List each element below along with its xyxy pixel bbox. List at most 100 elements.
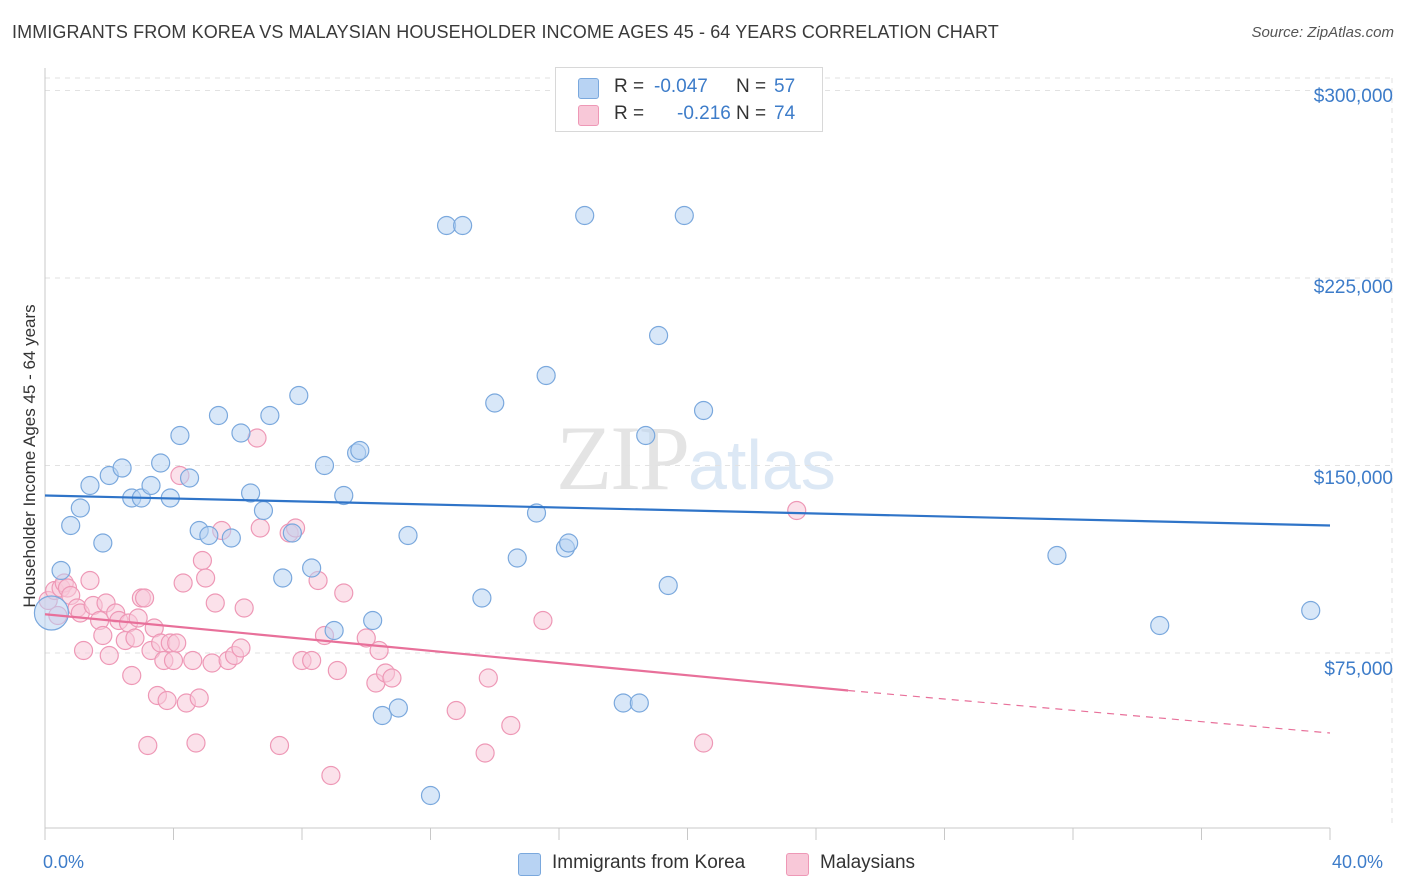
korea-point	[398, 525, 418, 546]
malaysian-point	[302, 650, 322, 671]
korea-point	[273, 568, 293, 588]
grid-lines	[45, 77, 1393, 828]
legend-n-label: N =	[736, 76, 767, 97]
source-label: Source: ZipAtlas.com	[1251, 24, 1394, 41]
korea-point	[648, 325, 669, 346]
legend-korea-r: -0.047	[654, 76, 708, 97]
korea-point	[388, 698, 408, 718]
malaysian-point	[157, 690, 177, 711]
malaysian-point	[173, 573, 193, 593]
malaysian-point	[167, 633, 187, 653]
axes	[44, 68, 1331, 840]
legend-korea-n: 57	[774, 76, 796, 97]
korea-point	[1150, 615, 1170, 636]
korea-point	[112, 458, 132, 478]
malaysian-point	[192, 550, 213, 571]
korea-swatch	[578, 78, 599, 99]
malaysian-point	[163, 650, 184, 671]
korea-swatch	[518, 853, 541, 876]
korea-point	[282, 523, 302, 543]
y-tick-label: $225,000	[1313, 277, 1393, 298]
malaysian-point	[125, 628, 145, 648]
legend-malaysian-n: 74	[774, 103, 796, 124]
korea-point	[302, 558, 322, 578]
korea-point	[70, 498, 90, 518]
malaysian-point	[475, 743, 495, 763]
trend-lines	[44, 494, 1331, 734]
malaysian-trend-line	[44, 613, 849, 692]
malaysian-point	[234, 598, 254, 618]
legend-n-label: N =	[736, 103, 767, 124]
malaysian-point	[478, 668, 498, 688]
malaysian-point	[231, 638, 251, 658]
korea-point	[241, 483, 261, 503]
malaysian-point	[321, 765, 341, 786]
korea-point	[559, 533, 579, 553]
malaysian-point	[196, 568, 216, 588]
korea-point	[536, 365, 556, 386]
legend-r-label: R =	[614, 103, 645, 124]
x-tick-label: 40.0%	[1332, 852, 1384, 872]
malaysian-point	[787, 500, 807, 521]
korea-point	[141, 475, 161, 496]
legend-r-label: R =	[614, 76, 645, 97]
korea-point	[485, 393, 505, 413]
malaysian-point	[533, 610, 553, 631]
korea-point	[453, 215, 473, 236]
legend: R = -0.047 N = 57 R = -0.216 N = 74	[555, 67, 823, 132]
malaysian-swatch	[578, 105, 599, 126]
malaysian-point	[138, 735, 158, 756]
watermark-atlas: atlas	[688, 426, 836, 504]
korea-point	[51, 560, 71, 581]
malaysian-point	[99, 645, 119, 666]
malaysian-point	[189, 688, 209, 708]
korea-point	[221, 528, 241, 548]
korea-point	[324, 620, 344, 641]
y-axis-label: Householder Income Ages 45 - 64 years	[20, 304, 39, 608]
y-tick-label: $150,000	[1313, 468, 1393, 489]
korea-point	[231, 423, 251, 443]
korea-point	[289, 385, 309, 406]
malaysian-point	[205, 593, 225, 613]
malaysian-point	[334, 583, 354, 603]
korea-point	[80, 475, 100, 496]
korea-point	[170, 425, 190, 446]
korea-point	[613, 693, 633, 713]
malaysian-point	[693, 733, 714, 753]
malaysian-point	[247, 428, 267, 448]
korea-points	[33, 205, 1321, 806]
malaysian-point	[183, 650, 203, 671]
x-tick-label: 0.0%	[43, 852, 85, 872]
malaysian-point	[382, 668, 402, 688]
korea-point	[472, 588, 492, 608]
malaysian-point	[269, 735, 290, 756]
y-tick-label: $75,000	[1324, 659, 1393, 680]
korea-point	[1047, 545, 1067, 566]
korea-point	[507, 548, 527, 568]
malaysian-point	[134, 588, 155, 608]
korea-point	[420, 785, 441, 806]
y-tick-label: $300,000	[1313, 86, 1393, 107]
malaysian-point	[327, 660, 347, 681]
bottom-legend-korea-label: Immigrants from Korea	[552, 852, 746, 873]
malaysian-point	[73, 640, 94, 661]
korea-point	[199, 525, 219, 546]
korea-point	[436, 215, 457, 236]
korea-point	[658, 575, 678, 596]
korea-point	[334, 485, 354, 506]
bottom-legend-malaysian-label: Malaysians	[820, 852, 916, 873]
korea-point	[636, 425, 656, 446]
korea-point	[61, 515, 81, 536]
chart-title: IMMIGRANTS FROM KOREA VS MALAYSIAN HOUSE…	[12, 22, 999, 42]
korea-point	[363, 610, 383, 631]
watermark: ZIPatlas	[556, 405, 836, 511]
malaysian-point	[122, 665, 142, 686]
korea-point	[350, 440, 370, 461]
korea-point	[674, 205, 694, 226]
korea-point	[260, 405, 280, 426]
korea-point	[33, 595, 70, 631]
korea-point	[629, 693, 649, 713]
korea-point	[314, 455, 335, 476]
malaysian-point	[202, 653, 222, 673]
